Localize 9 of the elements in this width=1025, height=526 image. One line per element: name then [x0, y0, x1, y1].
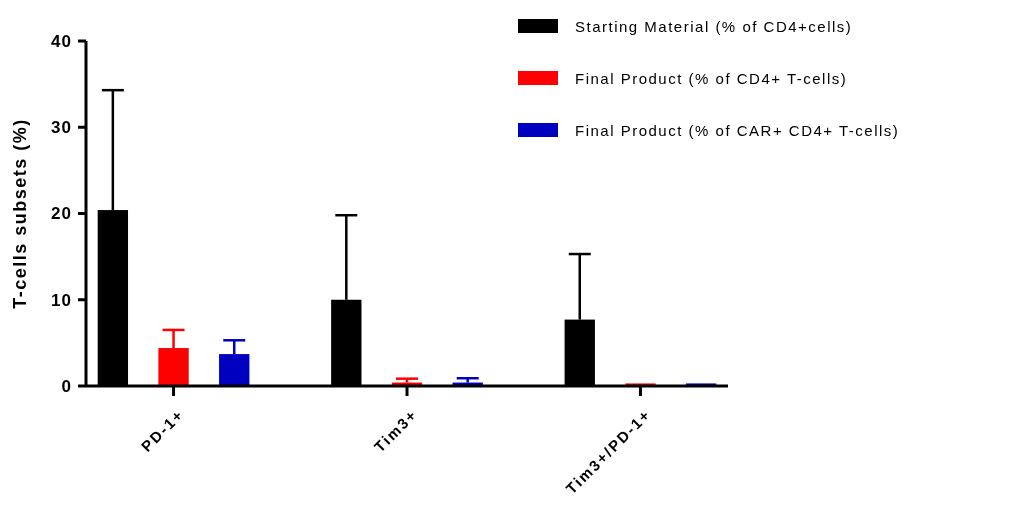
legend-label: Starting Material (% of CD4+cells)	[575, 18, 853, 36]
y-tick-label: 0	[61, 376, 72, 396]
legend-label: Final Product (% of CAR+ CD4+ T-cells)	[575, 122, 900, 140]
y-tick-label: 10	[51, 290, 72, 310]
y-tick-label: 30	[51, 118, 72, 138]
y-axis-title: T-cells subsets (%)	[10, 118, 30, 309]
legend-label: Final Product (% of CD4+ T-cells)	[575, 70, 848, 88]
y-tick-label: 40	[51, 31, 72, 51]
y-tick-label: 20	[51, 204, 72, 224]
